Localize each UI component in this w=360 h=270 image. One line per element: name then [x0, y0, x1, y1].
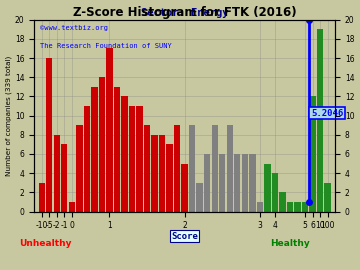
Bar — [69, 202, 75, 211]
Bar — [159, 135, 165, 211]
Bar — [166, 144, 173, 211]
Bar — [272, 173, 278, 211]
Bar — [249, 154, 256, 211]
Bar — [54, 135, 60, 211]
Bar — [294, 202, 301, 211]
Bar — [76, 125, 82, 211]
Text: The Research Foundation of SUNY: The Research Foundation of SUNY — [40, 43, 172, 49]
Bar — [181, 164, 188, 211]
Bar — [287, 202, 293, 211]
Bar — [279, 192, 285, 211]
Bar — [106, 49, 113, 211]
Bar — [99, 77, 105, 211]
Bar — [151, 135, 158, 211]
Bar — [129, 106, 135, 211]
Title: Z-Score Histogram for FTK (2016): Z-Score Histogram for FTK (2016) — [73, 6, 296, 19]
Y-axis label: Number of companies (339 total): Number of companies (339 total) — [5, 56, 12, 176]
Text: 5.2046: 5.2046 — [311, 109, 343, 118]
Text: Healthy: Healthy — [270, 239, 310, 248]
Bar — [189, 125, 195, 211]
Bar — [61, 144, 67, 211]
Bar — [264, 164, 271, 211]
Bar — [197, 183, 203, 211]
Text: ©www.textbiz.org: ©www.textbiz.org — [40, 25, 108, 32]
Bar — [144, 125, 150, 211]
Bar — [226, 125, 233, 211]
Bar — [219, 154, 225, 211]
Bar — [114, 87, 120, 211]
Bar — [39, 183, 45, 211]
Text: Sector: Energy: Sector: Energy — [141, 8, 228, 18]
Bar — [136, 106, 143, 211]
Bar — [121, 96, 128, 211]
Bar — [257, 202, 263, 211]
Bar — [212, 125, 218, 211]
Bar — [309, 96, 316, 211]
Text: Unhealthy: Unhealthy — [19, 239, 72, 248]
Bar — [317, 29, 323, 211]
Bar — [324, 183, 331, 211]
Bar — [302, 202, 308, 211]
Bar — [84, 106, 90, 211]
Bar — [204, 154, 210, 211]
X-axis label: Score: Score — [171, 232, 198, 241]
Bar — [91, 87, 98, 211]
Bar — [242, 154, 248, 211]
Bar — [46, 58, 53, 211]
Bar — [174, 125, 180, 211]
Bar — [234, 154, 240, 211]
